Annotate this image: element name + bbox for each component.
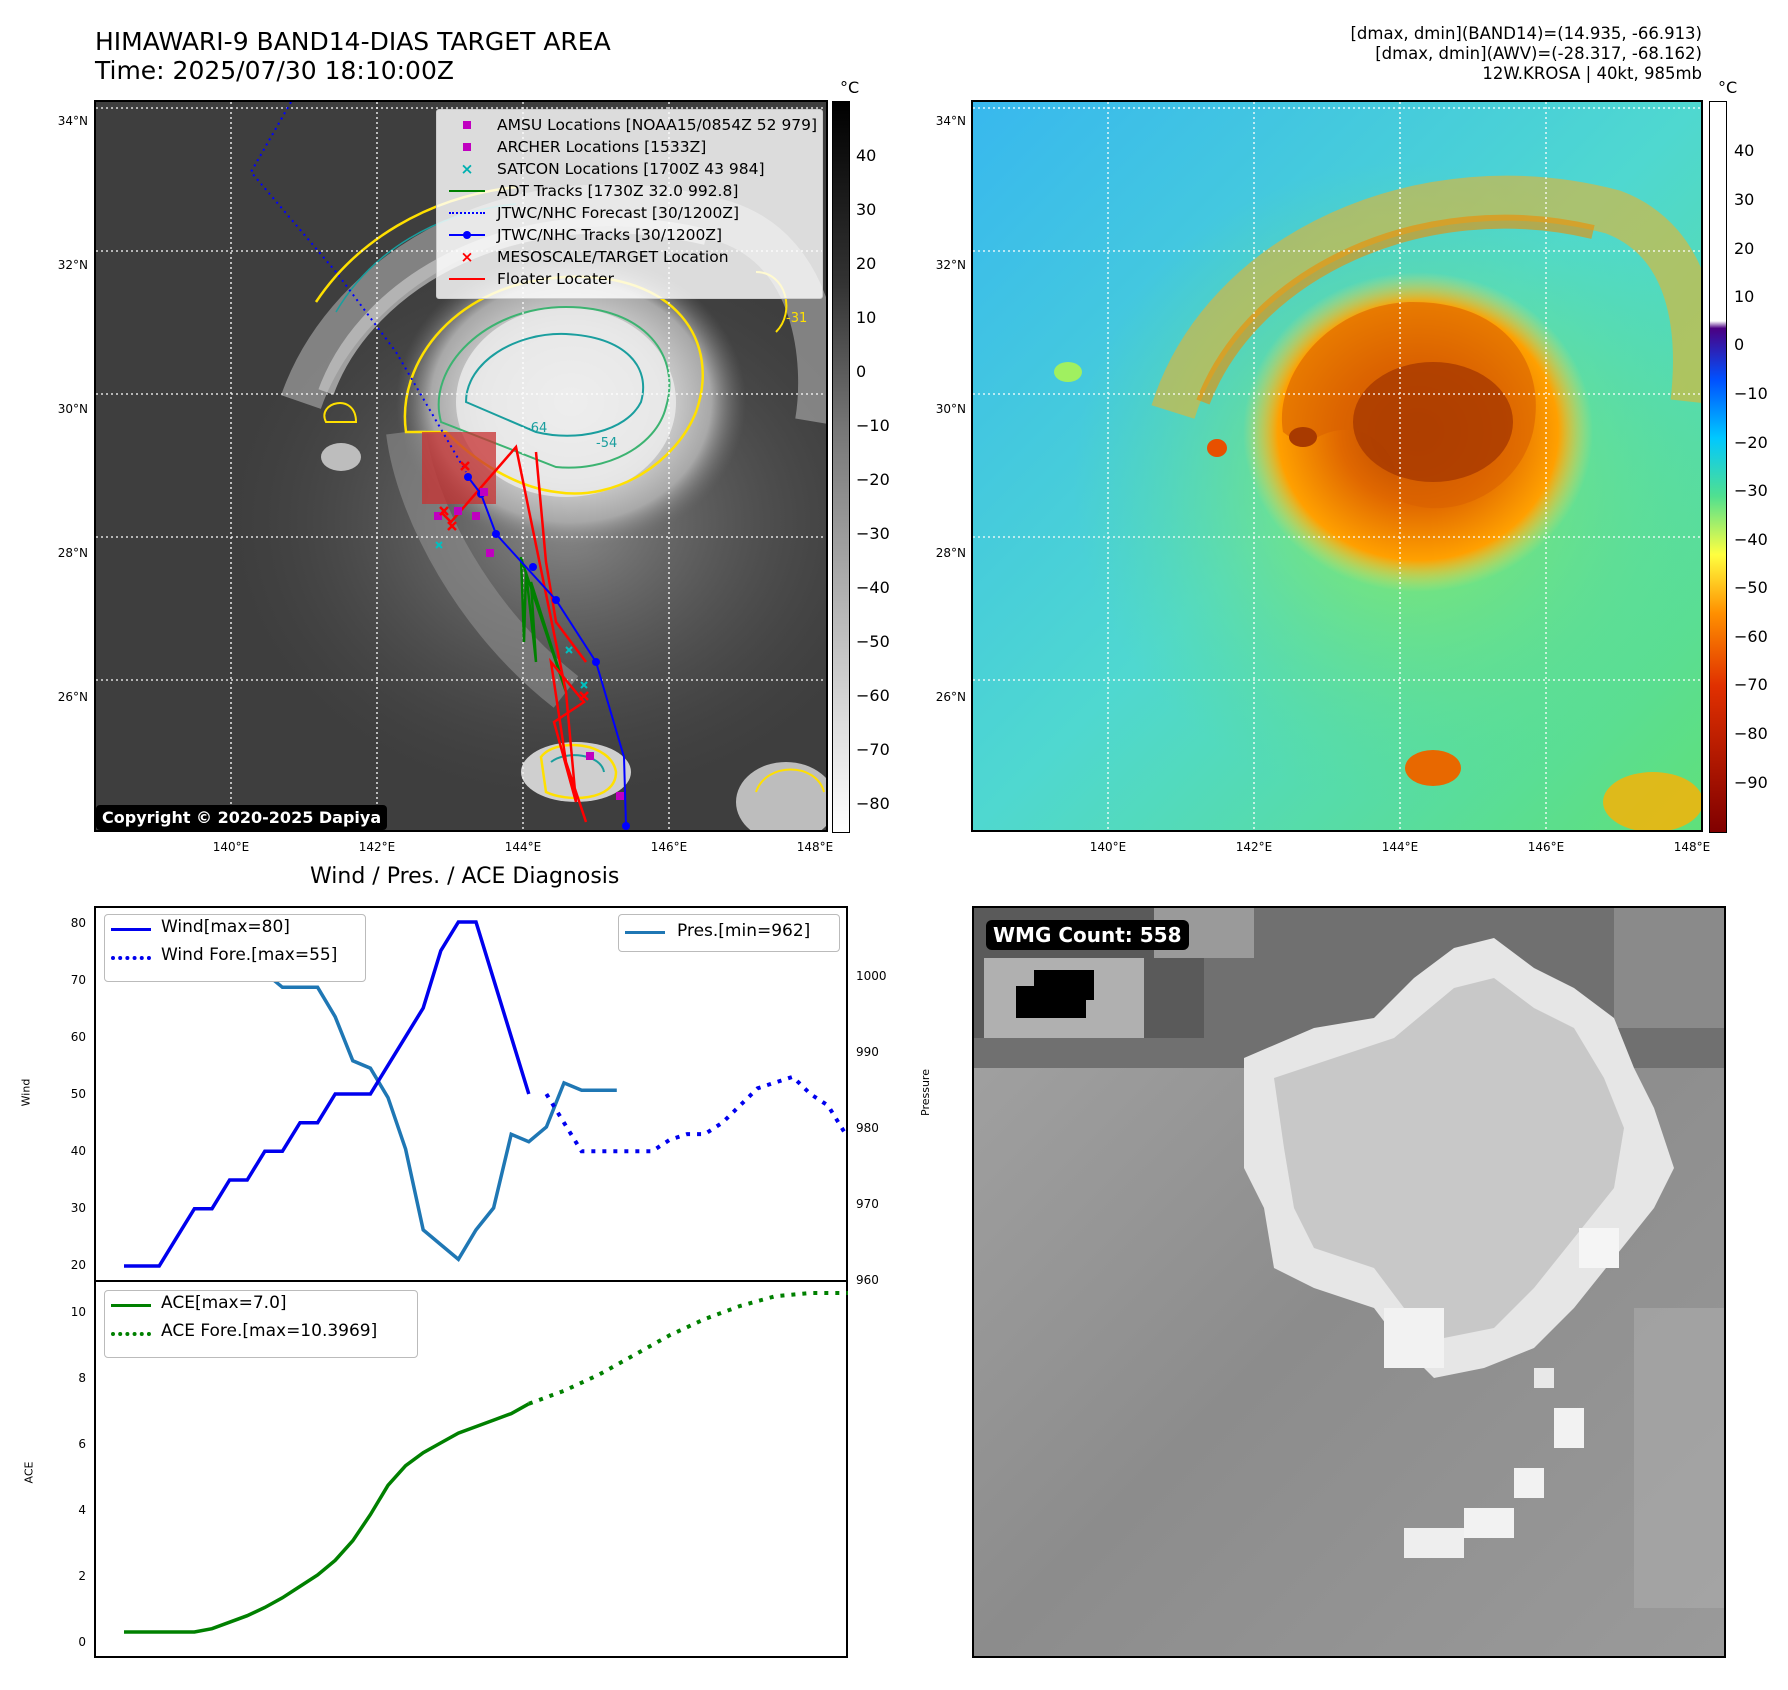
lon-label-148-b: 148°E — [1673, 840, 1711, 854]
contour-label-31: -31 — [786, 311, 807, 326]
wind-series-line — [124, 920, 531, 1268]
wmg-count-badge: WMG Count: 558 — [986, 920, 1189, 950]
lat-label-32-b: 32°N — [935, 258, 966, 272]
ir-grayscale-map: -64 -54 -31 AMSU Locations [NOAA15/0854Z… — [94, 100, 828, 832]
contour-label-64: -64 — [526, 421, 547, 436]
lat-label-30: 30°N — [57, 402, 88, 416]
diagnosis-chart — [94, 906, 848, 1658]
lat-label-26-b: 26°N — [935, 690, 966, 704]
map-legend: AMSU Locations [NOAA15/0854Z 52 979] ARC… — [436, 109, 823, 299]
info-line-3: 12W.KROSA | 40kt, 985mb — [1482, 64, 1702, 83]
color-colorbar — [1709, 101, 1727, 833]
ir-color-map — [971, 100, 1703, 832]
wind-forecast-series-line — [544, 1074, 848, 1154]
pressure-legend: Pres.[min=962] — [618, 914, 840, 952]
copyright-badge: Copyright © 2020-2025 Dapiya — [96, 805, 388, 830]
lat-label-28-b: 28°N — [935, 546, 966, 560]
wind-axis-label: Wind — [19, 1078, 33, 1107]
lon-label-140: 140°E — [212, 840, 250, 854]
lon-label-146: 146°E — [650, 840, 688, 854]
lat-label-30-b: 30°N — [935, 402, 966, 416]
legend-satcon: × SATCON Locations [1700Z 43 984] — [460, 160, 765, 178]
lat-label-26: 26°N — [57, 690, 88, 704]
gray-colorbar — [832, 101, 850, 833]
info-line-2: [dmax, dmin](AWV)=(-28.317, -68.162) — [1375, 44, 1702, 63]
lon-label-144-b: 144°E — [1381, 840, 1419, 854]
ace-series-line — [124, 1402, 530, 1634]
legend-jtwc-forecast: JTWC/NHC Forecast [30/1200Z] — [445, 202, 739, 224]
diagnosis-panel: 80 70 60 50 40 30 20 Wind 1000 990 980 9… — [19, 906, 932, 1658]
lat-label-32: 32°N — [57, 258, 88, 272]
map-title: HIMAWARI-9 BAND14-DIAS TARGET AREA — [95, 27, 611, 56]
legend-archer: ARCHER Locations [1533Z] — [445, 136, 706, 158]
ace-forecast-series-line — [528, 1291, 848, 1406]
lat-label-34-b: 34°N — [935, 114, 966, 128]
lon-label-142: 142°E — [358, 840, 396, 854]
color-colorbar-ticks: 40 30 20 10 0 −10 −20 −30 −40 −50 −60 −7… — [1734, 141, 1768, 792]
gray-colorbar-ticks: 40 30 20 10 0 −10 −20 −30 −40 −50 −60 −7… — [856, 146, 890, 813]
pressure-axis-ticks: 1000 990 980 970 960 — [856, 969, 887, 1287]
ace-legend: ACE[max=7.0] ACE Fore.[max=10.3969] — [104, 1290, 418, 1358]
ace-axis-ticks: 10 8 6 4 2 0 — [70, 1305, 86, 1649]
legend-adt: ADT Tracks [1730Z 32.0 992.8] — [445, 180, 738, 202]
wmg-pixel-map — [974, 908, 1724, 1656]
gray-colorbar-unit: °C — [840, 78, 860, 97]
legend-amsu: AMSU Locations [NOAA15/0854Z 52 979] — [445, 114, 817, 136]
lat-label-34: 34°N — [57, 114, 88, 128]
lon-label-142-b: 142°E — [1235, 840, 1273, 854]
ace-axis-label: ACE — [22, 1461, 36, 1484]
contour-label-54: -54 — [596, 436, 617, 451]
wind-axis-ticks: 80 70 60 50 40 30 20 — [70, 916, 86, 1272]
lon-label-144: 144°E — [504, 840, 542, 854]
color-map-graphic — [973, 102, 1701, 830]
diagnosis-title: Wind / Pres. / ACE Diagnosis — [310, 864, 620, 889]
lon-label-140-b: 140°E — [1089, 840, 1127, 854]
legend-floater: Floater Locater — [445, 268, 614, 290]
legend-jtwc-tracks: JTWC/NHC Tracks [30/1200Z] — [445, 224, 722, 246]
legend-target-location: × MESOSCALE/TARGET Location — [460, 248, 729, 266]
wmg-panel: WMG Count: 558 — [972, 906, 1726, 1658]
color-colorbar-unit: °C — [1718, 78, 1738, 97]
map-time: Time: 2025/07/30 18:10:00Z — [95, 56, 454, 85]
lon-label-146-b: 146°E — [1527, 840, 1565, 854]
pressure-axis-label: Pressure — [918, 1069, 932, 1116]
wind-legend: Wind[max=80] Wind Fore.[max=55] — [104, 914, 366, 982]
lat-label-28: 28°N — [57, 546, 88, 560]
lon-label-148: 148°E — [796, 840, 834, 854]
info-line-1: [dmax, dmin](BAND14)=(14.935, -66.913) — [1350, 24, 1702, 43]
